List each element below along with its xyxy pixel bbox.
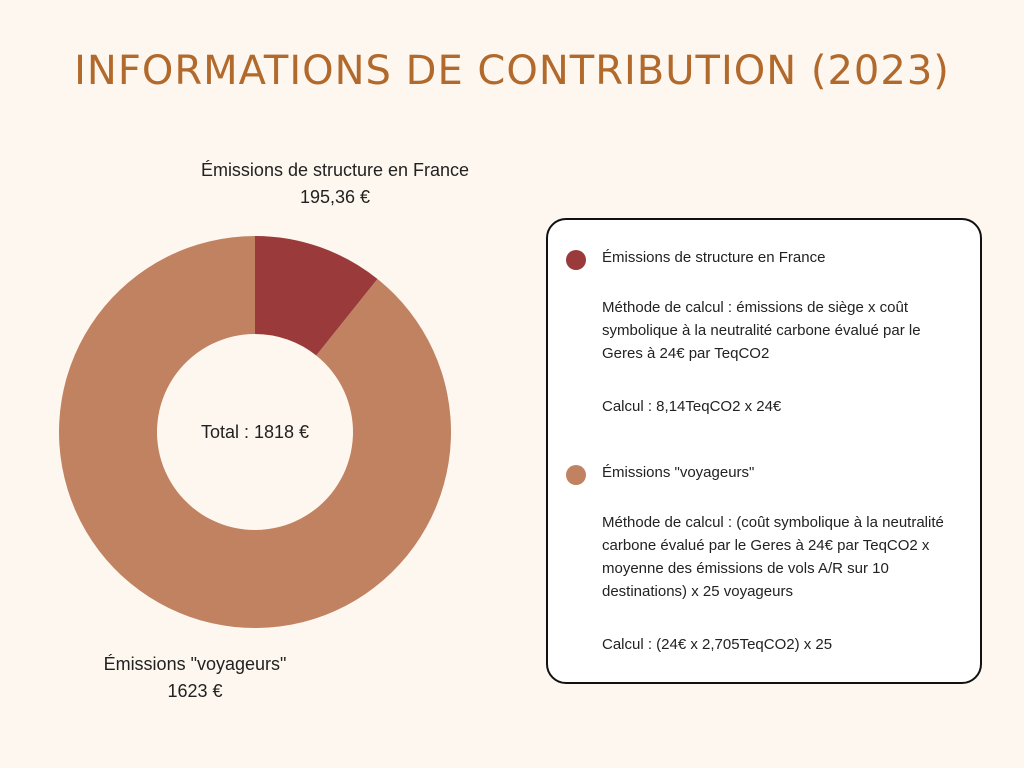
slice-voyageurs xyxy=(59,235,452,628)
slice-label-voyageurs: Émissions "voyageurs" 1623 € xyxy=(60,651,330,705)
donut-chart: Total : 1818 € xyxy=(59,235,452,628)
slice-name-structure: Émissions de structure en France xyxy=(200,160,470,180)
legend-calc-voyageurs: Calcul : (24€ x 2,705TeqCO2) x 25 xyxy=(602,636,833,653)
legend-calc-structure: Calcul : 8,14TeqCO2 x 24€ xyxy=(602,398,782,415)
page-title: INFORMATIONS DE CONTRIBUTION (2023) xyxy=(74,48,950,94)
legend-panel: Émissions de structure en France Méthode… xyxy=(546,218,982,684)
slice-value-structure: 195,36 € xyxy=(299,187,371,207)
legend-dot-voyageurs-icon xyxy=(566,465,586,485)
slice-label-structure: Émissions de structure en France 195,36 … xyxy=(155,157,515,211)
legend-title-voyageurs: Émissions "voyageurs" xyxy=(602,464,755,481)
legend-method-structure: Méthode de calcul : émissions de siège x… xyxy=(602,299,921,362)
legend-title-structure: Émissions de structure en France xyxy=(602,249,826,266)
slice-name-voyageurs: Émissions "voyageurs" xyxy=(103,654,287,674)
donut-center-total: Total : 1818 € xyxy=(201,422,309,442)
slice-structure xyxy=(255,236,378,356)
slice-value-voyageurs: 1623 € xyxy=(167,681,223,701)
legend-dot-structure-icon xyxy=(566,250,586,270)
legend-method-voyageurs: Méthode de calcul : (coût symbolique à l… xyxy=(602,514,944,600)
